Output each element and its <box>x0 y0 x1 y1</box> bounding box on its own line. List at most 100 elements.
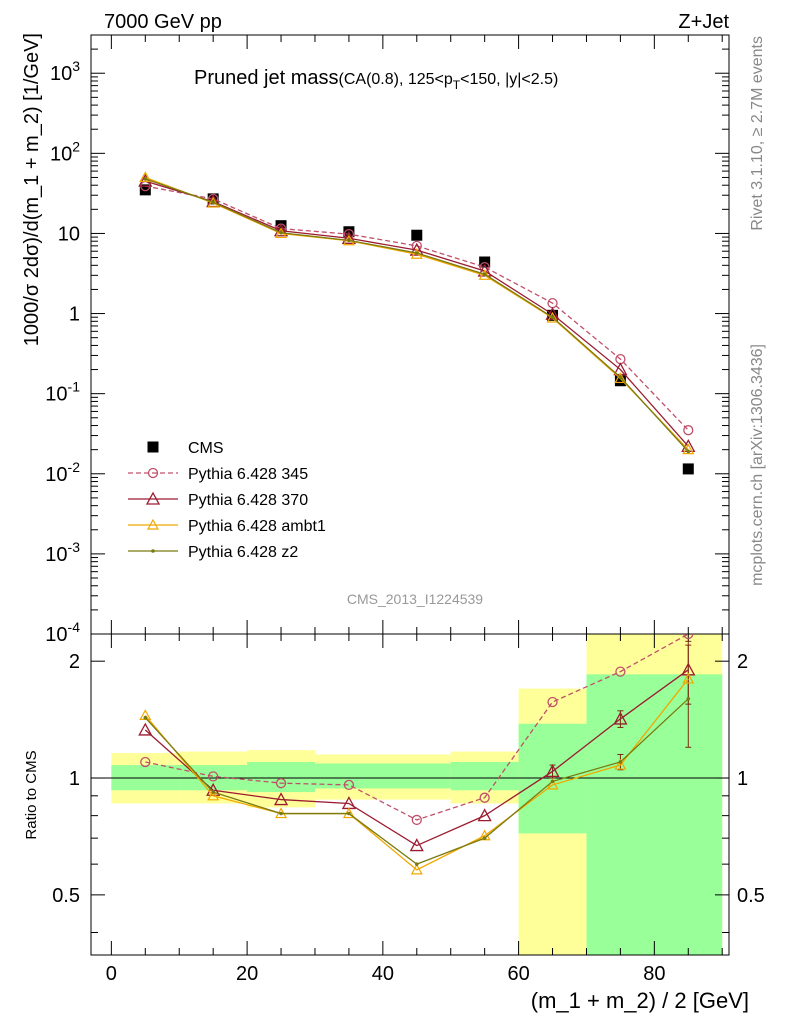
header-left: 7000 GeV pp <box>104 11 222 33</box>
y-tick-label: 10-1 <box>45 379 80 406</box>
plot-title-sub: <150, |y|<2.5) <box>460 71 558 88</box>
data-point <box>414 251 419 255</box>
data-point <box>550 315 555 320</box>
series-pythia-6-428-ambt1 <box>139 171 695 455</box>
labels: 7000 GeV pp Z+Jet Rivet 3.1.10, ≥ 2.7M e… <box>104 11 766 586</box>
legend-item: Pythia 6.428 ambt1 <box>128 518 326 535</box>
header-right: Z+Jet <box>678 11 729 33</box>
data-point <box>545 764 560 778</box>
series-pythia-6-428-370 <box>138 662 696 852</box>
ratio-y-tick-label: 0.5 <box>52 885 80 907</box>
data-point <box>686 449 691 454</box>
data-point <box>275 778 287 789</box>
series-pythia-6-428-z2 <box>143 177 691 454</box>
data-point <box>139 171 152 183</box>
series-line <box>144 678 689 871</box>
data-point <box>347 811 351 816</box>
y-tick-label-base: 10 <box>45 464 67 486</box>
ratio-y-tick-label-right: 2 <box>737 651 748 673</box>
data-point <box>545 306 560 320</box>
legend-marker <box>151 549 155 553</box>
y-tick-label-base: 10 <box>45 384 67 406</box>
legend-item: Pythia 6.428 z2 <box>128 544 298 561</box>
legend-label: Pythia 6.428 z2 <box>188 544 298 561</box>
plot-title-sub-subscript: T <box>453 78 461 92</box>
y-tick-label: 102 <box>50 138 80 165</box>
data-point <box>414 862 419 866</box>
ratio-y-tick-label: 2 <box>69 651 80 673</box>
data-point <box>410 863 423 875</box>
data-point <box>279 811 283 816</box>
data-point <box>614 758 627 770</box>
plot-title: Pruned jet mass(CA(0.8), 125<pT<150, |y|… <box>194 67 558 92</box>
series-line <box>145 634 689 821</box>
series-line <box>145 185 689 431</box>
data-point <box>479 792 490 803</box>
data-point <box>347 238 351 243</box>
ratio-y-axis-label: Ratio to CMS <box>23 750 40 839</box>
y-axis-label: 1000/σ 2dσ)/d(m_1 + m_2) [1/GeV] <box>21 33 43 346</box>
ratio-y-tick-label: 1 <box>69 768 80 790</box>
data-point <box>546 311 559 323</box>
data-point <box>683 425 694 436</box>
data-point <box>614 375 626 387</box>
series-line <box>144 669 689 847</box>
data-point <box>341 230 357 244</box>
rivet-label: Rivet 3.1.10, ≥ 2.7M events <box>749 36 766 231</box>
legend-label: Pythia 6.428 ambt1 <box>188 518 326 535</box>
data-point <box>547 309 559 321</box>
x-tick-label: 80 <box>643 963 665 985</box>
x-tick-label: 0 <box>106 963 117 985</box>
data-point <box>343 779 355 791</box>
data-point <box>614 372 627 384</box>
series-pythia-6-428-z2 <box>143 697 691 866</box>
main-frame <box>90 34 730 635</box>
data-point <box>208 771 219 782</box>
main-x-ticks <box>110 35 723 634</box>
data-point <box>618 760 623 764</box>
data-point <box>477 808 492 822</box>
ratio-y-ticks <box>91 660 729 933</box>
legend-label: Pythia 6.428 345 <box>188 466 308 483</box>
analysis-watermark: CMS_2013_I1224539 <box>347 591 483 607</box>
uncertainty-band-green <box>586 674 723 955</box>
legend-marker <box>145 491 161 505</box>
y-tick-label-exp: -2 <box>68 459 81 475</box>
y-tick-label-base: 10 <box>45 544 67 566</box>
data-point <box>279 230 283 235</box>
ratio-frame <box>90 633 730 956</box>
y-tick-label: 10-3 <box>45 539 80 566</box>
y-tick-label-exp: 3 <box>72 58 80 74</box>
data-point <box>686 697 691 701</box>
x-tick-label: 60 <box>507 963 529 985</box>
data-point <box>478 269 491 280</box>
data-point <box>615 666 626 677</box>
plot-title-main: Pruned jet mass <box>194 67 339 89</box>
data-point <box>613 711 628 725</box>
legend-label: CMS <box>188 440 224 457</box>
y-tick-label-base: 10 <box>50 63 72 85</box>
y-tick-label-exp: 2 <box>72 138 80 154</box>
data-point <box>482 272 487 276</box>
series-line <box>145 178 689 452</box>
data-point <box>139 184 151 196</box>
data-point <box>482 836 487 840</box>
data-point <box>273 792 289 806</box>
data-point <box>546 778 559 790</box>
legend-marker <box>147 441 159 453</box>
data-point <box>409 838 424 852</box>
data-point <box>207 789 220 801</box>
legend-item: Pythia 6.428 370 <box>128 491 308 509</box>
ratio-y-tick-label-right: 1 <box>737 768 748 790</box>
y-tick-label: 10-2 <box>45 459 80 486</box>
ratio-bands <box>111 634 723 955</box>
data-point <box>682 672 695 684</box>
data-point <box>273 223 289 237</box>
legend-label: Pythia 6.428 370 <box>188 492 308 509</box>
data-point <box>411 229 423 241</box>
data-point <box>211 200 215 205</box>
x-axis-label: (m_1 + m_2) / 2 [GeV] <box>531 988 749 1013</box>
y-tick-label: 1 <box>69 304 80 326</box>
data-point <box>682 463 694 475</box>
